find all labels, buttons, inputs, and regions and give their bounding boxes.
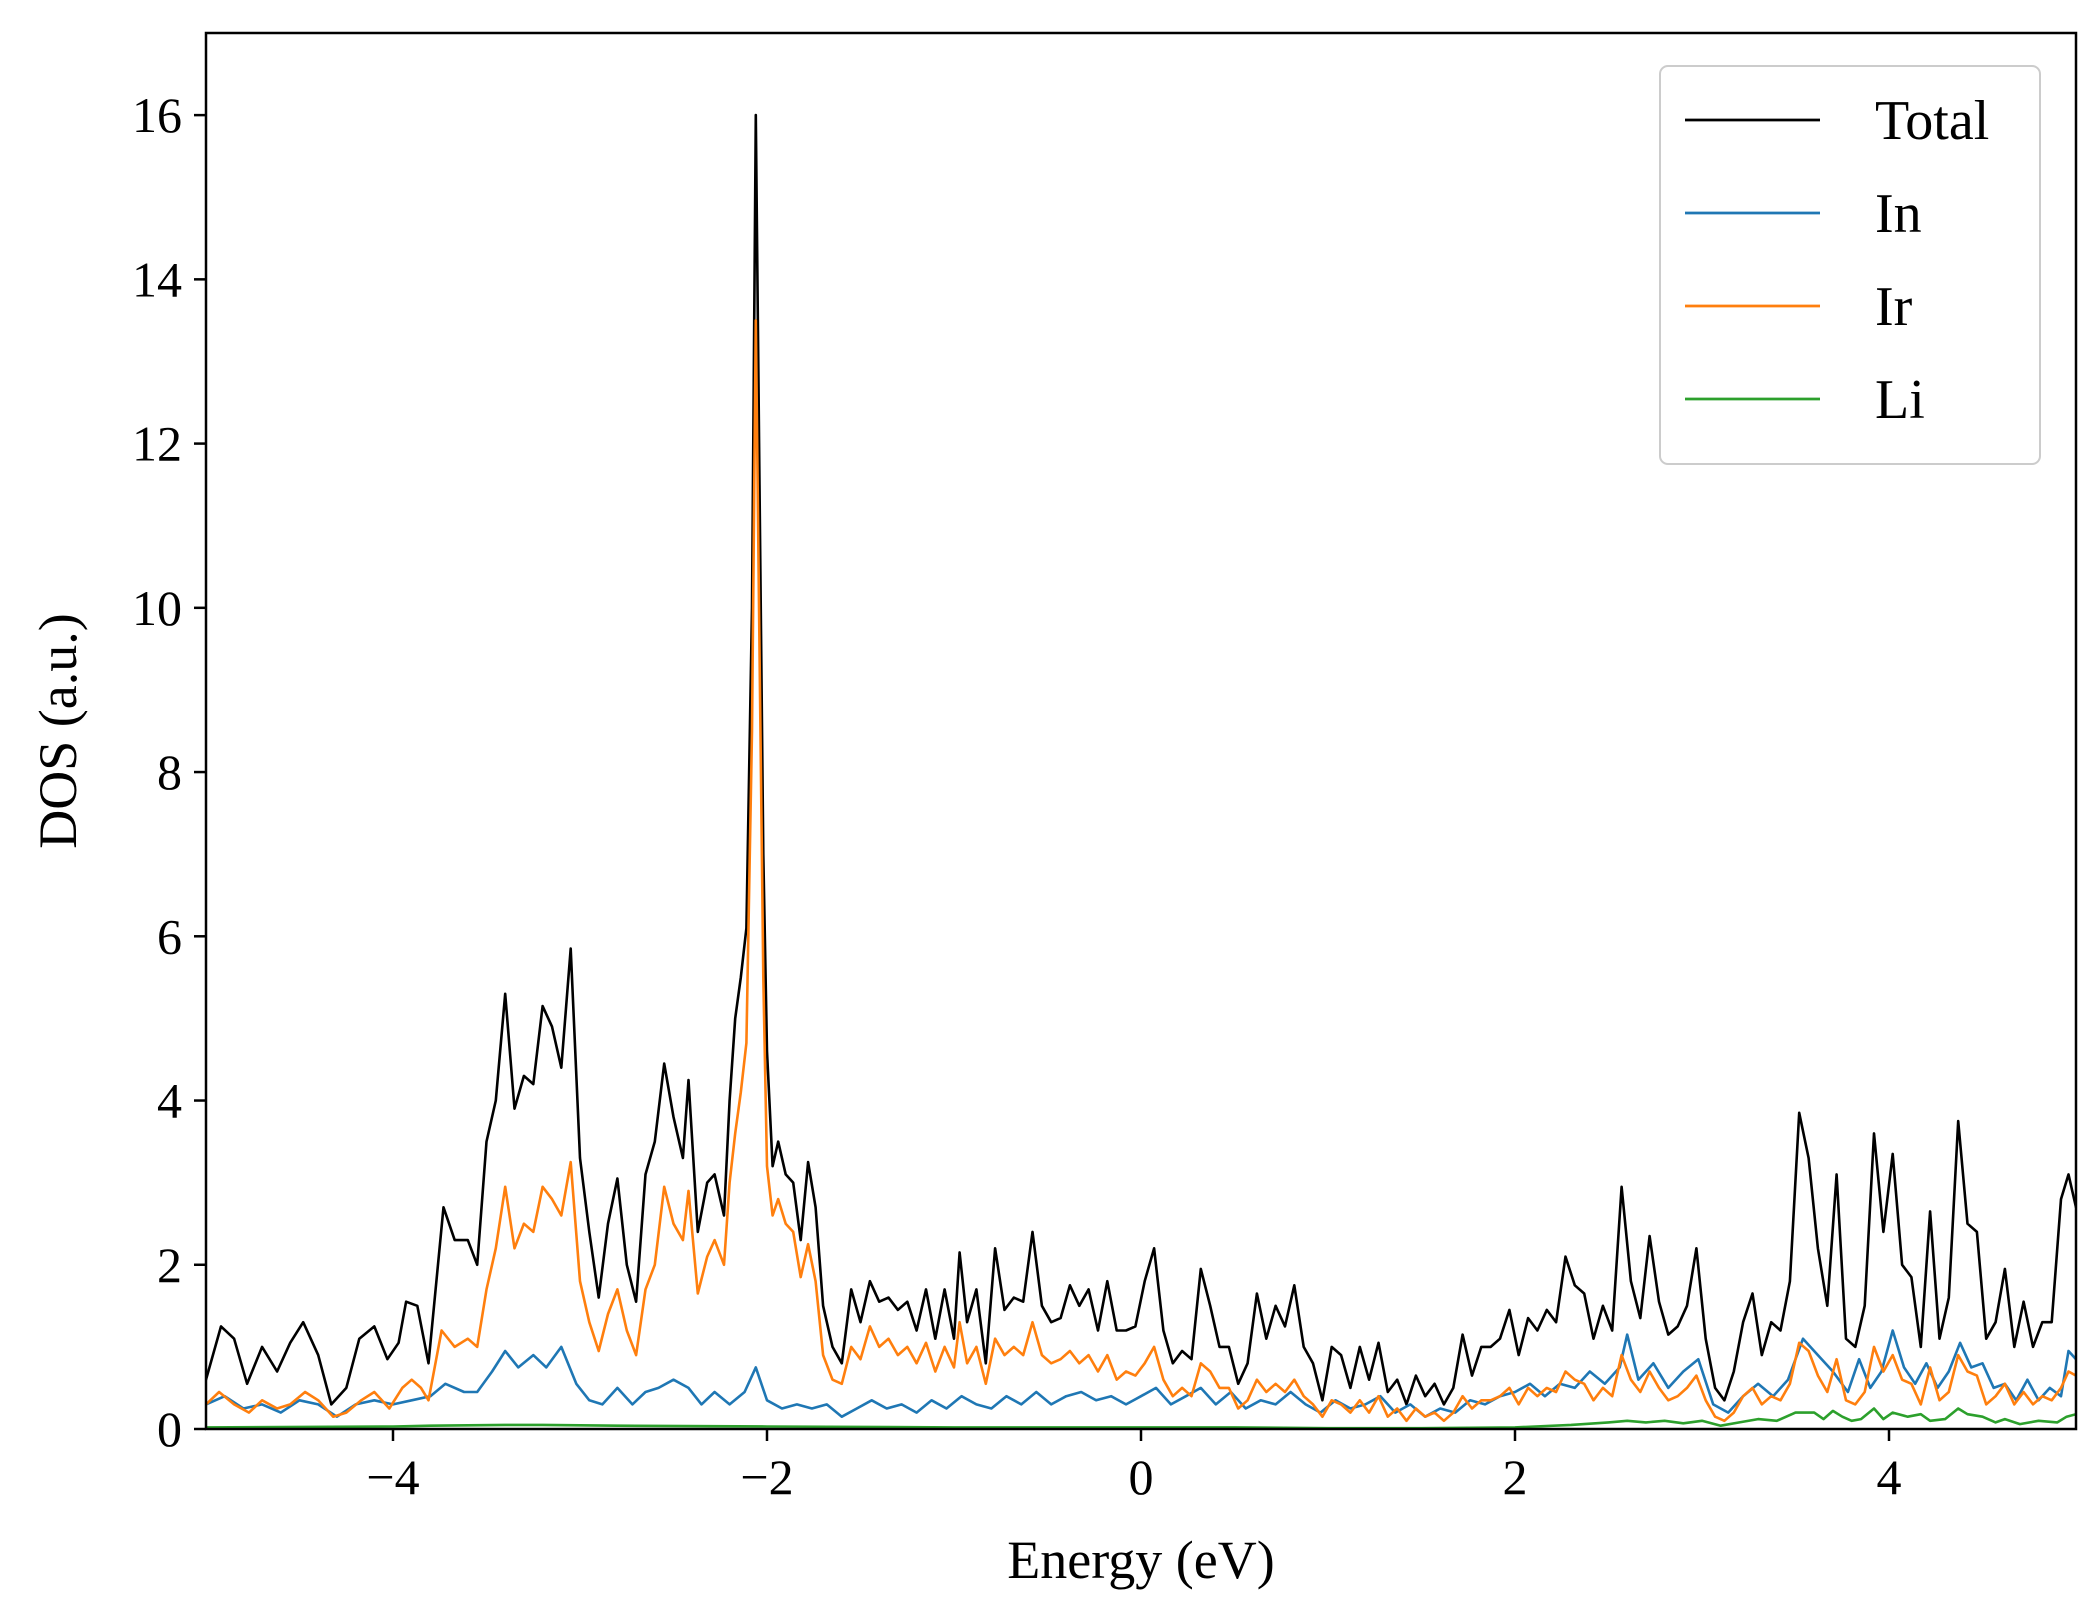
y-tick-label: 8: [157, 744, 182, 800]
legend-entries: Total In Ir Li: [1685, 90, 1989, 431]
series-layer: [206, 113, 2076, 1429]
legend: Total In Ir Li: [1659, 65, 2041, 465]
x-tick-label: −4: [366, 1449, 419, 1505]
y-tick-label: 10: [132, 580, 182, 636]
x-axis-label: Energy (eV): [1007, 1530, 1274, 1590]
y-axis-label: DOS (a.u.): [28, 613, 88, 848]
legend-frame: [1659, 65, 2041, 465]
x-tick-label: 2: [1503, 1449, 1528, 1505]
series-line-ir: [206, 319, 2076, 1423]
series-line-li: [206, 1407, 2076, 1429]
y-tick-label: 14: [132, 251, 182, 307]
legend-label-li: Li: [1875, 369, 1925, 431]
series-line-total: [206, 113, 2076, 1406]
y-tick-label: 6: [157, 908, 182, 964]
x-tick-label: 0: [1129, 1449, 1154, 1505]
y-tick-label: 2: [157, 1237, 182, 1293]
y-tick-label: 4: [157, 1073, 182, 1129]
x-tick-label: 4: [1877, 1449, 1902, 1505]
legend-label-ir: Ir: [1875, 276, 1913, 338]
ticks-layer: −4 −2 0 2 4 0 2 4 6 8 10 12 14 16: [132, 87, 1902, 1505]
x-tick-label: −2: [740, 1449, 793, 1505]
y-tick-label: 16: [132, 87, 182, 143]
legend-label-total: Total: [1875, 90, 1989, 152]
y-tick-label: 12: [132, 416, 182, 472]
series-line-in: [206, 1329, 2076, 1418]
y-tick-label: 0: [157, 1401, 182, 1457]
legend-label-in: In: [1875, 183, 1922, 245]
